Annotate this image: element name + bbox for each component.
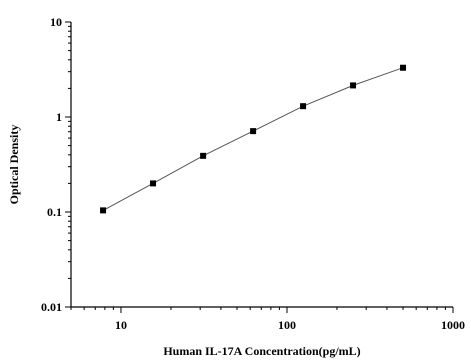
y-ticks bbox=[65, 21, 71, 308]
x-axis-label: Human IL-17A Concentration(pg/mL) bbox=[163, 344, 360, 358]
data-points bbox=[100, 64, 407, 214]
data-point bbox=[400, 64, 407, 71]
data-point bbox=[350, 82, 357, 89]
x-ticks bbox=[70, 307, 454, 313]
x-tick-label: 100 bbox=[278, 318, 296, 332]
data-point bbox=[200, 152, 207, 159]
fit-curve-line bbox=[102, 67, 404, 211]
data-point bbox=[100, 207, 107, 214]
y-tick-labels: 0.01 0.1 1 10 bbox=[41, 15, 62, 314]
plot-area: 10 100 1000 0.01 0.1 1 10 bbox=[41, 15, 465, 332]
y-tick-label: 0.01 bbox=[41, 300, 62, 314]
x-tick-label: 1000 bbox=[441, 318, 465, 332]
y-tick-label: 0.1 bbox=[47, 205, 62, 219]
data-point bbox=[300, 103, 307, 110]
data-point bbox=[250, 128, 257, 135]
y-axis-label: Optical Density bbox=[7, 125, 21, 205]
x-tick-label: 10 bbox=[115, 318, 127, 332]
x-tick-labels: 10 100 1000 bbox=[115, 318, 465, 332]
data-point bbox=[150, 180, 157, 187]
y-tick-label: 1 bbox=[56, 110, 62, 124]
y-tick-label: 10 bbox=[50, 15, 62, 29]
